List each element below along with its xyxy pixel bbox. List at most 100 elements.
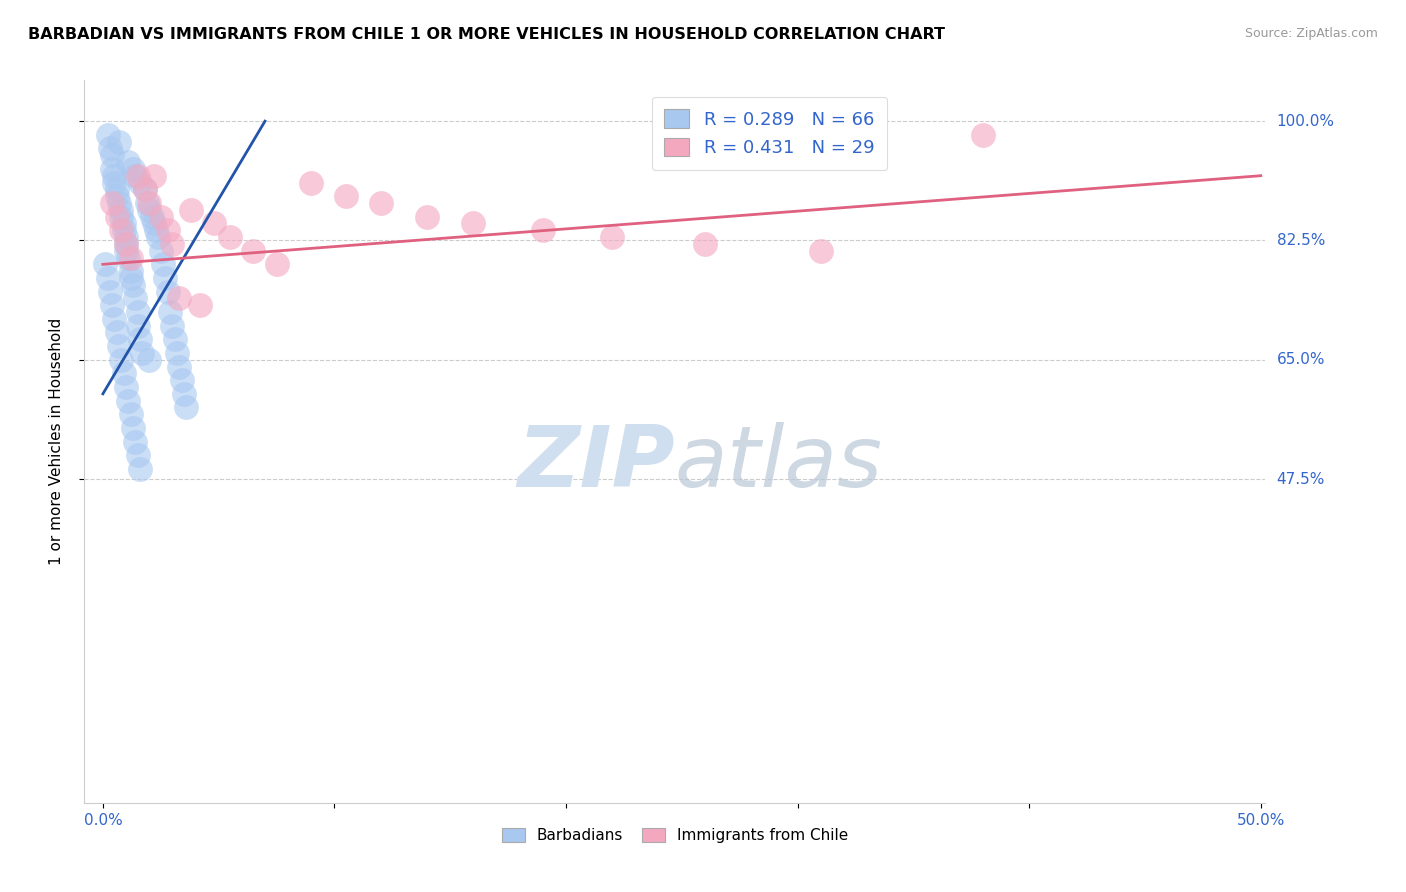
Point xyxy=(155,271,177,285)
Point xyxy=(335,189,357,203)
Point xyxy=(112,223,135,237)
Point xyxy=(156,285,179,299)
Point xyxy=(105,326,128,340)
Text: 82.5%: 82.5% xyxy=(1277,233,1324,248)
Text: 100.0%: 100.0% xyxy=(1277,113,1334,128)
Point xyxy=(110,352,132,367)
Point xyxy=(108,339,131,353)
Point xyxy=(98,141,121,155)
Point xyxy=(129,176,152,190)
Point xyxy=(370,196,392,211)
Point xyxy=(105,182,128,196)
Point xyxy=(180,202,202,217)
Point xyxy=(94,257,117,271)
Point xyxy=(103,311,125,326)
Point xyxy=(162,236,184,251)
Point xyxy=(149,244,172,258)
Point xyxy=(110,223,132,237)
Point xyxy=(134,182,156,196)
Point xyxy=(170,373,193,387)
Point xyxy=(138,202,160,217)
Point xyxy=(122,277,145,292)
Point xyxy=(98,285,121,299)
Point xyxy=(117,251,139,265)
Point xyxy=(138,196,160,211)
Point xyxy=(135,196,157,211)
Point xyxy=(103,176,125,190)
Point xyxy=(159,305,181,319)
Point xyxy=(602,230,624,244)
Point xyxy=(115,230,138,244)
Point xyxy=(173,387,195,401)
Point xyxy=(163,332,186,346)
Point xyxy=(156,223,179,237)
Point xyxy=(531,223,554,237)
Point xyxy=(169,359,191,374)
Point xyxy=(148,230,170,244)
Point xyxy=(127,318,149,333)
Point xyxy=(162,318,184,333)
Point xyxy=(416,210,439,224)
Point xyxy=(120,271,142,285)
Point xyxy=(129,462,152,476)
Point xyxy=(101,161,124,176)
Text: BARBADIAN VS IMMIGRANTS FROM CHILE 1 OR MORE VEHICLES IN HOUSEHOLD CORRELATION C: BARBADIAN VS IMMIGRANTS FROM CHILE 1 OR … xyxy=(28,27,945,42)
Point xyxy=(299,176,322,190)
Text: atlas: atlas xyxy=(675,422,883,505)
Point xyxy=(145,223,167,237)
Point xyxy=(129,332,152,346)
Point xyxy=(142,169,165,183)
Point xyxy=(105,210,128,224)
Point xyxy=(169,292,191,306)
Legend: Barbadians, Immigrants from Chile: Barbadians, Immigrants from Chile xyxy=(496,822,853,849)
Point xyxy=(810,244,832,258)
Point xyxy=(112,216,135,230)
Point xyxy=(242,244,264,258)
Point xyxy=(219,230,242,244)
Point xyxy=(117,393,139,408)
Point xyxy=(266,257,288,271)
Point xyxy=(115,236,138,251)
Point xyxy=(127,305,149,319)
Point xyxy=(124,434,146,449)
Point xyxy=(127,448,149,462)
Point xyxy=(101,196,124,211)
Point xyxy=(152,257,174,271)
Point xyxy=(101,148,124,162)
Point xyxy=(138,352,160,367)
Point xyxy=(693,236,716,251)
Point xyxy=(122,161,145,176)
Point xyxy=(972,128,994,142)
Point xyxy=(108,135,131,149)
Point xyxy=(124,292,146,306)
Point xyxy=(202,216,225,230)
Point xyxy=(141,210,163,224)
Point xyxy=(134,182,156,196)
Point xyxy=(105,189,128,203)
Point xyxy=(110,210,132,224)
Y-axis label: 1 or more Vehicles in Household: 1 or more Vehicles in Household xyxy=(49,318,63,566)
Text: 47.5%: 47.5% xyxy=(1277,472,1324,486)
Point xyxy=(120,264,142,278)
Point xyxy=(166,346,188,360)
Point xyxy=(115,236,138,251)
Point xyxy=(149,210,172,224)
Point xyxy=(108,196,131,211)
Point xyxy=(103,169,125,183)
Point xyxy=(110,202,132,217)
Point xyxy=(124,169,146,183)
Point xyxy=(127,169,149,183)
Point xyxy=(115,380,138,394)
Point xyxy=(463,216,485,230)
Point xyxy=(120,407,142,421)
Text: Source: ZipAtlas.com: Source: ZipAtlas.com xyxy=(1244,27,1378,40)
Point xyxy=(188,298,211,312)
Point xyxy=(122,421,145,435)
Point xyxy=(174,401,197,415)
Point xyxy=(131,346,153,360)
Point xyxy=(101,298,124,312)
Point xyxy=(142,216,165,230)
Point xyxy=(120,251,142,265)
Text: ZIP: ZIP xyxy=(517,422,675,505)
Point xyxy=(112,367,135,381)
